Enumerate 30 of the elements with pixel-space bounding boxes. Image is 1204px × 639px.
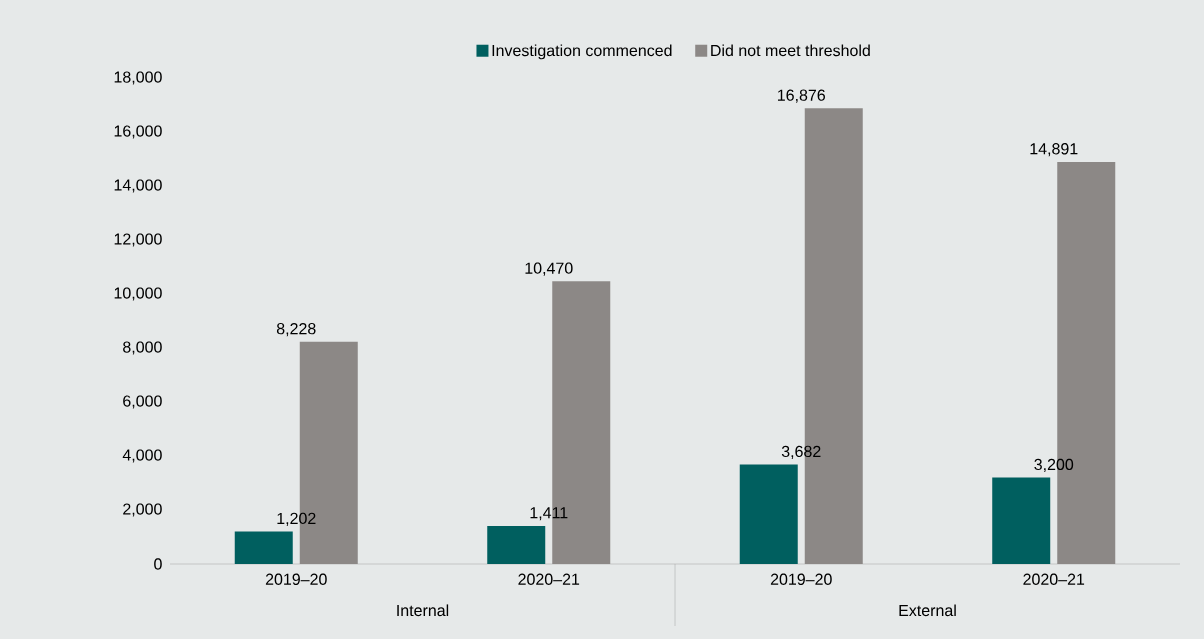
text: Internal — [397, 604, 449, 617]
data-label: 14,891 — [1030, 143, 1078, 157]
x-tick-label: 2019–20 — [265, 573, 327, 585]
text: External — [899, 604, 956, 617]
legend-label: Did not meet threshold — [711, 44, 870, 57]
data-label: 10,470 — [525, 262, 573, 276]
data-label: 8,228 — [276, 323, 316, 337]
y-tick-label: 10,000 — [114, 287, 162, 301]
y-tick-label: 14,000 — [114, 179, 162, 193]
bar — [487, 525, 546, 564]
x-tick-label: 2020–21 — [1023, 573, 1085, 585]
bar — [234, 531, 293, 564]
legend-label: Investigation commenced — [492, 44, 672, 60]
data-label: 1,411 — [530, 507, 568, 521]
data-label: 3,200 — [1034, 458, 1074, 472]
y-tick-label: 6,000 — [123, 395, 162, 409]
data-label: 16,876 — [777, 89, 826, 103]
y-tick-label: 8,000 — [123, 341, 162, 355]
bar — [739, 464, 798, 564]
data-label: 3,682 — [781, 445, 821, 459]
y-tick-label: 0 — [154, 558, 162, 570]
y-tick-label: 12,000 — [114, 233, 162, 247]
x-tick-label: 2020–21 — [518, 573, 580, 585]
bar — [992, 477, 1051, 564]
y-tick-label: 2,000 — [123, 503, 162, 517]
data-label: 1,202 — [277, 512, 316, 526]
y-tick-label: 18,000 — [114, 71, 162, 85]
y-tick-label: 16,000 — [114, 125, 162, 139]
x-tick-label: 2019–20 — [770, 573, 832, 585]
y-tick-label: 4,000 — [122, 449, 162, 463]
